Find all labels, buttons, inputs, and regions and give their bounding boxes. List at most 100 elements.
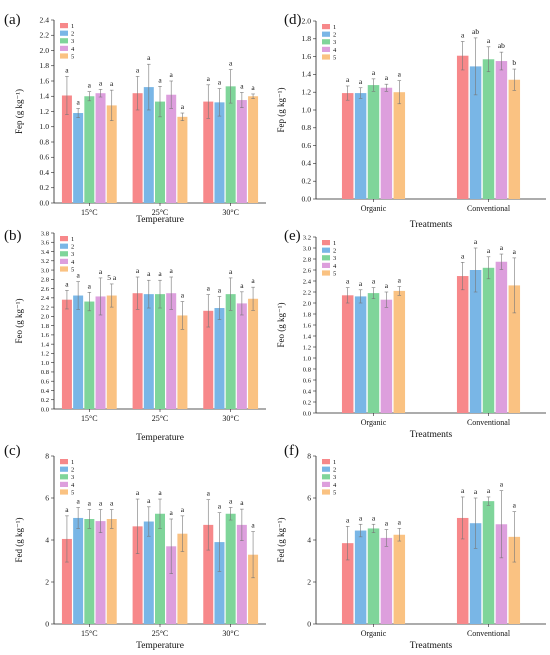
panel-label: (f): [284, 443, 299, 459]
significance-letter: a: [229, 59, 233, 68]
bar: [248, 298, 259, 409]
significance-letter: a: [147, 496, 151, 505]
significance-letter: a: [385, 73, 389, 82]
bar: [177, 315, 188, 409]
bar: [508, 79, 521, 199]
significance-letter: a: [158, 269, 162, 278]
y-tick-label: 2.0: [40, 46, 50, 55]
y-tick-label: 2.0: [302, 16, 312, 25]
legend-label: 4: [333, 263, 337, 270]
significance-letter: a: [207, 74, 211, 83]
y-tick-label: 6: [307, 493, 311, 502]
y-tick-label: 0.2: [302, 177, 312, 186]
x-axis-title: Temperature: [136, 641, 184, 651]
legend-swatch: [322, 466, 330, 472]
x-tick-label: 25°C: [152, 629, 169, 638]
legend-swatch: [60, 489, 68, 495]
legend-swatch: [60, 474, 68, 480]
y-tick-label: 1.2: [303, 344, 311, 351]
x-tick-label: Conventional: [467, 204, 511, 213]
significance-letter: a: [110, 499, 114, 508]
bar: [84, 519, 95, 624]
significance-letter: a: [147, 269, 151, 278]
significance-letter: a: [170, 266, 174, 275]
significance-letter: a: [346, 75, 350, 84]
significance-letter: a: [158, 488, 162, 497]
y-tick-label: 2: [307, 577, 311, 586]
x-tick-label: 30°C: [222, 414, 239, 423]
y-tick-label: 3.0: [303, 245, 312, 252]
bar: [225, 294, 236, 409]
y-tick-label: 0.2: [41, 397, 49, 404]
y-tick-label: 2.8: [41, 277, 50, 284]
bar: [248, 554, 259, 624]
x-tick-label: Organic: [361, 204, 387, 213]
significance-letter: a: [240, 81, 244, 90]
y-tick-label: 8: [307, 451, 311, 460]
y-tick-label: 1.0: [40, 122, 50, 131]
legend-swatch: [60, 236, 68, 242]
significance-letter: a: [398, 276, 402, 285]
bar: [73, 517, 84, 624]
significance-letter: a: [170, 70, 174, 79]
significance-letter: b: [512, 58, 516, 67]
bar: [482, 267, 495, 413]
significance-letter: a: [136, 488, 140, 497]
y-axis-title: Fep (g kg⁻¹): [14, 89, 24, 134]
y-tick-label: 1.0: [302, 105, 312, 114]
significance-letter: a: [474, 487, 478, 496]
significance-letter: a: [229, 267, 233, 276]
significance-letter: a: [218, 502, 222, 511]
bar: [393, 92, 406, 199]
legend-label: 4: [333, 47, 337, 54]
chart-panel-4: 0.0 0.2 0.4 0.6 0.8 1.0 1.2 1.4 1.6 1.8 2.0 Organic…: [276, 12, 546, 230]
legend-swatch: [322, 489, 330, 495]
legend-label: 3: [71, 251, 74, 258]
y-tick-label: 3.6: [41, 240, 50, 247]
significance-letter: a: [65, 279, 69, 288]
significance-letter: a: [398, 517, 402, 526]
y-tick-label: 0.0: [302, 194, 312, 203]
bar: [61, 299, 72, 409]
bar: [177, 533, 188, 624]
legend-label: 2: [333, 248, 336, 255]
bar: [95, 93, 106, 203]
y-tick-label: 0.0: [41, 406, 50, 413]
significance-letter: a: [372, 513, 376, 522]
significance-letter: a: [513, 247, 517, 256]
bar: [166, 94, 177, 203]
bar: [236, 524, 247, 624]
x-tick-label: 30°C: [222, 208, 239, 217]
bar: [495, 61, 508, 199]
y-tick-label: 0: [45, 619, 49, 628]
significance-letter: a: [229, 496, 233, 505]
legend-label: 3: [333, 474, 336, 481]
chart-panel-1: 0.0 0.2 0.4 0.6 0.8 1.0 1.2 1.4 1.6 1.8 2.0 2.2 2.4 1…: [4, 12, 266, 225]
y-tick-label: 1.8: [302, 34, 312, 43]
legend-label: 1: [333, 240, 336, 247]
y-tick-label: 2.2: [303, 289, 311, 296]
y-tick-label: 6: [45, 493, 49, 502]
y-tick-label: 0.6: [40, 153, 50, 162]
significance-letter: a: [170, 508, 174, 517]
significance-letter: a: [181, 102, 185, 111]
y-tick-label: 3.0: [41, 267, 50, 274]
significance-letter: a: [461, 486, 465, 495]
bar: [95, 521, 106, 624]
y-tick-label: 2.6: [303, 267, 312, 274]
significance-letter: a: [500, 243, 504, 252]
bar: [73, 295, 84, 409]
bar: [469, 523, 482, 624]
significance-letter: a: [218, 78, 222, 87]
significance-letter: a: [218, 285, 222, 294]
significance-letter: a: [372, 68, 376, 77]
bar: [73, 113, 84, 203]
legend-swatch: [322, 31, 330, 37]
legend-label: 3: [333, 39, 336, 46]
bar: [166, 546, 177, 624]
legend-label: 2: [71, 467, 74, 474]
bar: [132, 293, 143, 409]
bar: [456, 55, 469, 200]
x-tick-label: Conventional: [467, 418, 511, 427]
